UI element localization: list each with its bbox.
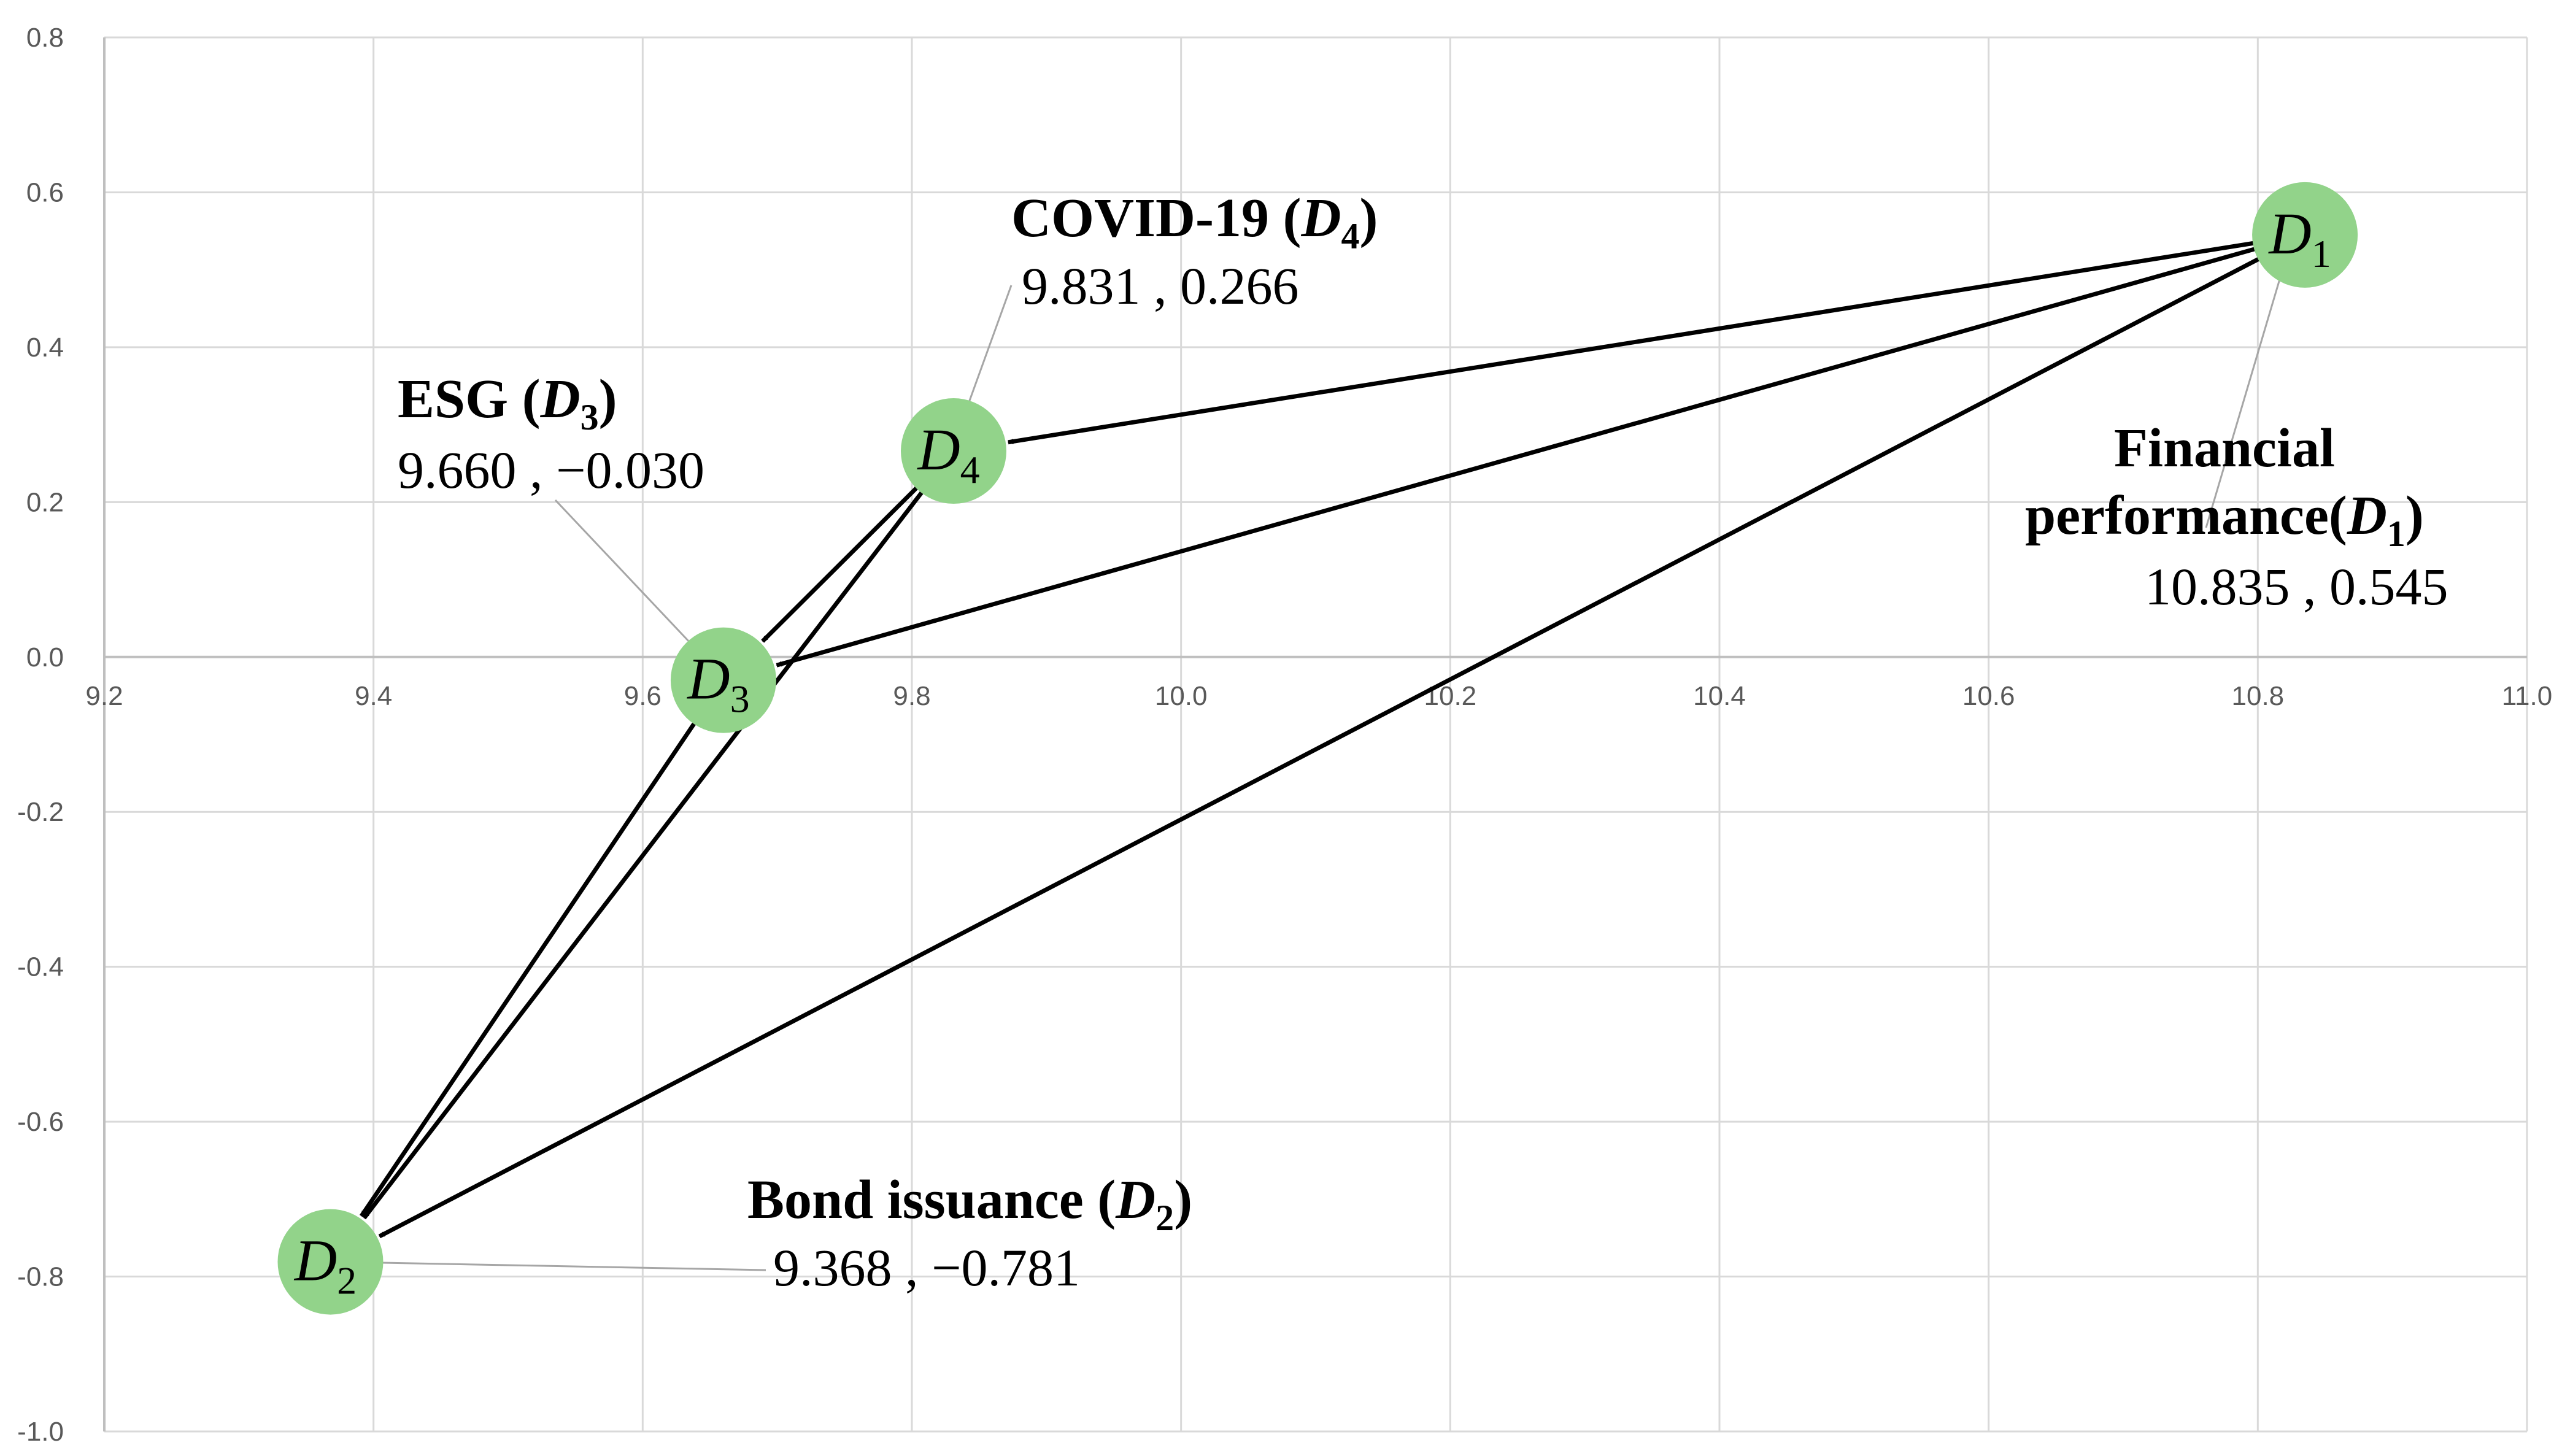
x-tick-label: 11.0 xyxy=(2502,681,2552,711)
x-tick-label: 9.4 xyxy=(355,681,392,711)
label-coords-D3: 9.660 , −0.030 xyxy=(398,441,704,499)
y-tick-label: 0.4 xyxy=(26,333,64,363)
label-coords-D1: 10.835 , 0.545 xyxy=(2145,557,2448,616)
arrow-D1-to-D3 xyxy=(776,244,2264,668)
y-tick-label: -0.6 xyxy=(17,1107,64,1137)
arrow-D4-to-D2 xyxy=(362,483,930,1220)
x-tick-label: 9.8 xyxy=(893,681,930,711)
y-tick-label: 0.8 xyxy=(26,23,64,53)
nodes: D1 D2 D3 D4 xyxy=(277,182,2358,1315)
arrow-D1-to-D2 xyxy=(378,253,2268,1239)
gridlines xyxy=(103,36,2528,1433)
y-tick-label: -0.4 xyxy=(17,952,64,982)
arrow-D3-to-D2 xyxy=(359,714,701,1217)
label-title-D3: ESG (D3) xyxy=(398,369,617,437)
label-coords-D2: 9.368 , −0.781 xyxy=(773,1238,1080,1297)
y-tick-label: -0.2 xyxy=(17,797,64,827)
axes xyxy=(103,37,2527,1431)
tick-labels: 9.2 9.4 9.6 9.8 10.0 10.2 10.4 10.6 10.8 11.0 0.8 0… xyxy=(17,23,2552,1447)
x-tick-label: 10.4 xyxy=(1693,681,1746,711)
x-tick-label: 10.0 xyxy=(1155,681,1208,711)
node-label-D3: D3 xyxy=(686,646,749,721)
node-label-D4: D4 xyxy=(916,417,979,491)
x-tick-label: 9.2 xyxy=(85,681,123,711)
x-tick-label: 10.6 xyxy=(1962,681,2015,711)
label-coords-D4: 9.831 , 0.266 xyxy=(1022,256,1299,315)
label-title-D1: Financial xyxy=(2114,418,2335,479)
x-tick-label: 9.6 xyxy=(624,681,662,711)
node-D2 xyxy=(277,1209,384,1315)
leader-line-D3 xyxy=(554,499,692,644)
node-D4 xyxy=(900,398,1006,504)
y-tick-label: -1.0 xyxy=(17,1417,64,1447)
leader-line-D2 xyxy=(380,1261,766,1271)
leader-line-D1 xyxy=(2205,272,2283,528)
node-label-D2: D2 xyxy=(293,1228,357,1303)
leader-lines xyxy=(380,272,2283,1271)
y-tick-label: 0.6 xyxy=(26,177,64,207)
leader-line-D4 xyxy=(963,285,1013,415)
y-tick-label: -0.8 xyxy=(17,1262,64,1292)
arrow-D1-to-D4 xyxy=(1007,239,2263,445)
label-title-D2: Bond issuance (D2) xyxy=(747,1169,1192,1238)
y-tick-label: 0.0 xyxy=(26,642,64,672)
label-title-D1: performance(D1) xyxy=(2025,485,2424,554)
node-D3 xyxy=(670,627,776,733)
label-title-D4: COVID-19 (D4) xyxy=(1011,188,1378,256)
y-tick-label: 0.2 xyxy=(26,487,64,517)
x-tick-label: 10.2 xyxy=(1424,681,1477,711)
x-tick-label: 10.8 xyxy=(2232,681,2285,711)
node-D1 xyxy=(2252,182,2358,288)
node-label-D1: D1 xyxy=(2267,201,2331,275)
arrows xyxy=(359,239,2268,1239)
arrow-D4-to-D3 xyxy=(761,479,925,643)
